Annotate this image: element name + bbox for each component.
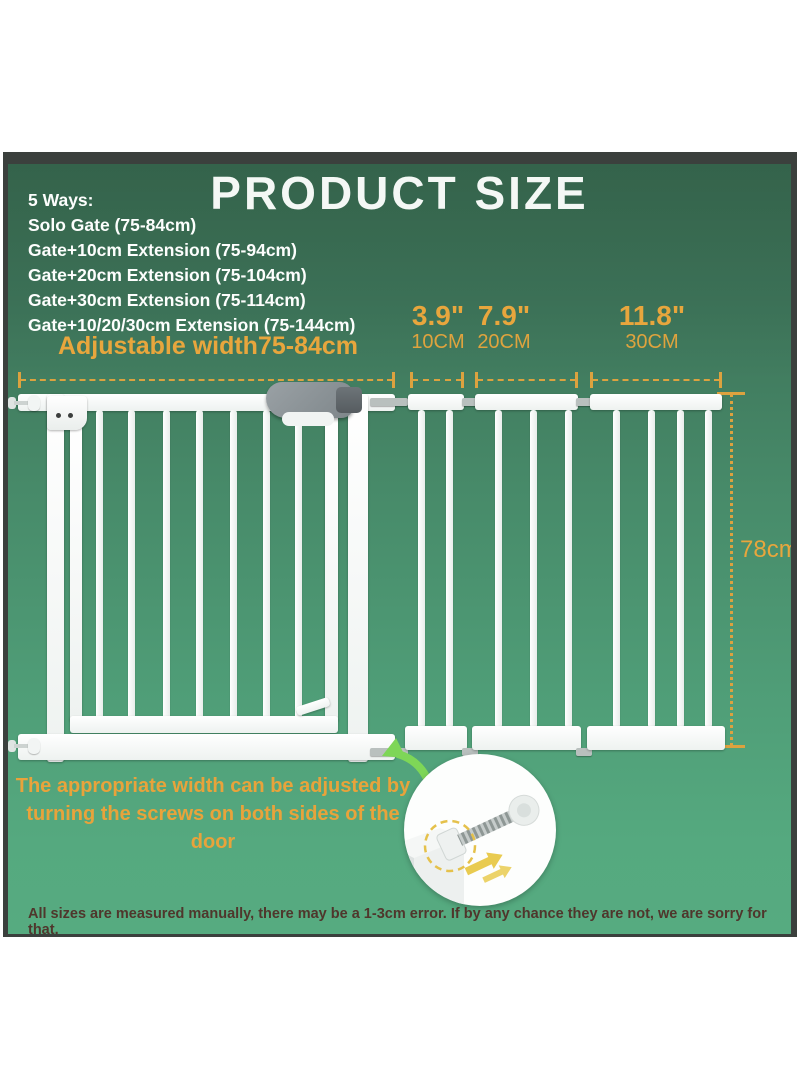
gate-width-label: Adjustable width75-84cm: [57, 332, 359, 360]
gate-bar: [263, 410, 270, 720]
gate-height-label: 78cm: [740, 536, 791, 563]
pressure-screw-top-left: [8, 395, 48, 411]
ways-item: Solo Gate (75-84cm): [28, 215, 197, 235]
extension-bottom-cap: [472, 726, 581, 750]
door-right-stile: [325, 410, 338, 722]
poster-panel: PRODUCT SIZE 5 Ways: Solo Gate (75-84cm)…: [8, 164, 791, 934]
disclaimer-text: All sizes are measured manually, there m…: [28, 906, 767, 934]
poster-frame: PRODUCT SIZE 5 Ways: Solo Gate (75-84cm)…: [3, 152, 797, 937]
gate-bar: [128, 410, 135, 720]
extension-bar: [565, 410, 572, 728]
ways-item: Gate+20cm Extension (75-104cm): [28, 265, 307, 285]
ways-heading: 5 Ways:: [28, 190, 94, 210]
extension-label-20cm: 7.9" 20CM: [472, 300, 536, 354]
extension-inches: 7.9": [477, 300, 531, 331]
connector-bolt: [576, 748, 592, 756]
extension-cm: 10CM: [411, 331, 465, 353]
gate-bar: [295, 410, 302, 720]
dimension-line-gate: [18, 372, 395, 388]
connector-bolt: [462, 398, 478, 406]
extension-top-cap: [475, 394, 578, 410]
pressure-screw-bottom-left: [8, 738, 48, 754]
gate-hinge-box: [47, 396, 87, 430]
adjust-note: The appropriate width can be adjusted by…: [8, 772, 418, 856]
connector-bolt: [576, 398, 592, 406]
extension-cm: 20CM: [477, 331, 531, 353]
extension-label-10cm: 3.9" 10CM: [408, 300, 468, 354]
extension-bar: [648, 410, 655, 728]
ways-item: Gate+10cm Extension (75-94cm): [28, 240, 297, 260]
gate-bar: [163, 410, 170, 720]
extension-bar: [446, 410, 453, 728]
screw-illustration-icon: [404, 794, 540, 906]
adjust-note-line1: The appropriate width can be adjusted by: [15, 775, 411, 797]
extension-top-cap: [590, 394, 722, 410]
extension-top-cap: [408, 394, 464, 410]
connector-bolt: [370, 398, 408, 406]
door-bottom-rail: [70, 716, 338, 733]
extension-bottom-cap: [587, 726, 725, 750]
door-left-stile: [70, 426, 82, 722]
extension-inches: 11.8": [618, 300, 686, 331]
adjust-note-line2: turning the screws on both sides of the …: [26, 803, 400, 853]
dimension-line-10cm: [410, 372, 464, 388]
ways-list: 5 Ways: Solo Gate (75-84cm) Gate+10cm Ex…: [28, 188, 355, 338]
gate-left-post: [47, 394, 64, 762]
gate-bottom-rail: [18, 734, 395, 760]
extension-cm: 30CM: [625, 331, 679, 353]
extension-bottom-cap: [405, 726, 467, 750]
screw-detail-inset: [404, 754, 556, 906]
extension-bar: [418, 410, 425, 728]
gate-right-post: [348, 394, 368, 762]
gate-bar: [230, 410, 237, 720]
dimension-line-30cm: [590, 372, 722, 388]
page-title: PRODUCT SIZE: [210, 167, 589, 219]
dimension-line-20cm: [475, 372, 578, 388]
extension-bar: [495, 410, 502, 728]
extension-bar: [530, 410, 537, 728]
extension-bar: [705, 410, 712, 728]
extension-label-30cm: 11.8" 30CM: [616, 300, 688, 354]
gate-bar: [96, 410, 103, 720]
gate-handle: [266, 382, 362, 426]
gate-bar: [196, 410, 203, 720]
ways-item: Gate+30cm Extension (75-114cm): [28, 290, 306, 310]
connector-bolt: [462, 748, 478, 756]
dimension-line-height: [717, 392, 745, 748]
ways-item: Gate+10/20/30cm Extension (75-144cm): [28, 315, 356, 335]
extension-bar: [677, 410, 684, 728]
extension-bar: [613, 410, 620, 728]
extension-inches: 3.9": [411, 300, 465, 331]
